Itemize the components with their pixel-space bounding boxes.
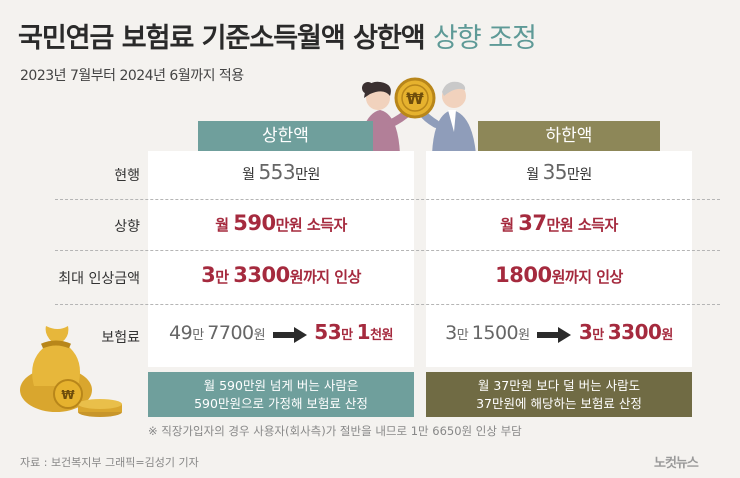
source-credit: 자료 : 보건복지부 그래픽=김성기 기자 [20,456,199,469]
raised-lower-value: 월 37만원 소득자 [500,211,618,235]
page-title: 국민연금 보험료 기준소득월액 상한액 상향 조정 [18,23,537,54]
footnote: ※ 직장가입자의 경우 사용자(회사측)가 절반을 내므로 1만 6650원 인… [148,424,522,438]
row-label-premium: 보험료 [101,330,140,346]
coin-won-icon: ₩ [394,77,436,119]
lower-limit-note: 월 37만원 보다 덜 버는 사람도 37만원에 해당하는 보험료 산정 [426,372,692,417]
title-accent: 상향 조정 [433,23,537,54]
row-label-max-increase: 최대 인상금액 [58,271,140,287]
raised-upper-value: 월 590만원 소득자 [215,211,347,235]
subtitle: 2023년 7월부터 2024년 6월까지 적용 [20,68,244,84]
row-divider [55,250,720,251]
publisher-logo: 노컷뉴스 [654,456,699,471]
premium-lower-value: 3만 1500원 3만 3300원 [445,320,673,344]
svg-text:₩: ₩ [61,388,75,402]
money-bag-icon: ₩ [20,326,122,417]
arrow-right-icon [272,326,307,343]
max-increase-upper-value: 3만 3300원까지 인상 [201,263,361,287]
row-label-raised: 상향 [114,219,140,235]
row-label-current: 현행 [114,168,140,184]
header-lower-limit: 하한액 [478,121,660,151]
upper-limit-panel [148,151,414,367]
upper-limit-note: 월 590만원 넘게 버는 사람은 590만원으로 가정해 보험료 산정 [148,372,414,417]
premium-upper-value: 49만 7700원 53만 1천원 [169,320,393,344]
row-divider [55,304,720,305]
header-upper-limit: 상한액 [198,121,373,151]
row-divider [55,199,720,200]
current-lower-value: 월 35만원 [526,160,592,184]
arrow-right-icon [537,326,572,343]
max-increase-lower-value: 1800원까지 인상 [495,263,623,287]
current-upper-value: 월 553만원 [242,160,320,184]
svg-text:₩: ₩ [406,89,424,108]
